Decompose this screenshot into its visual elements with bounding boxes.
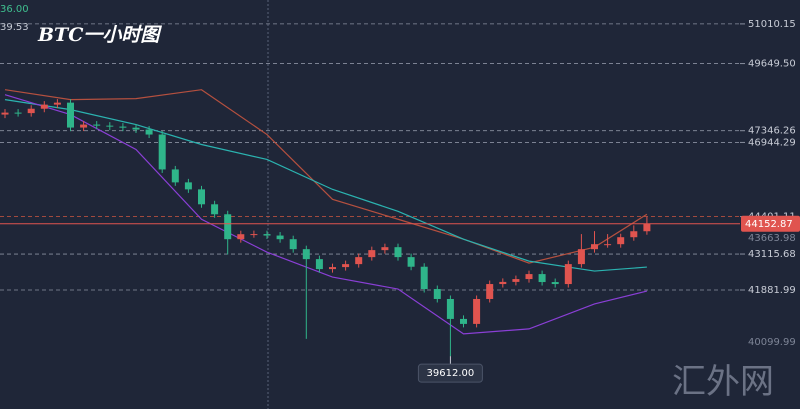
candle-body [368,250,376,258]
candle-body [486,284,494,299]
candle-body [617,237,625,245]
candle-body [512,279,520,282]
candle-body [538,274,546,283]
y-tick-label: 47346.26 [748,126,796,137]
candle-body [381,247,389,251]
candle-body [289,239,297,250]
candle-body [40,104,48,109]
candle-body [499,281,507,285]
candle-body [93,124,101,126]
candle-body [433,289,441,299]
candle-body [342,264,350,268]
candle-body [27,108,35,114]
y-tick-label: 41881.99 [748,285,796,296]
last-price-label: 44152.87 [745,219,793,230]
candle-body [630,231,638,238]
corner-label: 39.53 [0,22,29,33]
watermark: 汇外网 [672,362,774,402]
candle-body [446,298,454,319]
axis-label: 40099.99 [748,337,796,348]
candle-body [407,257,415,267]
candle-body [591,244,598,250]
candle-body [119,126,127,128]
candle-body [106,125,114,127]
candle-body [145,129,153,135]
chart-title: BTC一小时图 [37,24,162,46]
candle-body [276,235,284,240]
candle-body [355,257,363,265]
candle-body [250,234,258,236]
y-tick-label: 49649.50 [748,59,796,70]
y-tick-label: 43115.68 [748,249,796,260]
indicator-line [4,99,647,272]
candle-body [14,112,22,114]
candle-body [53,102,61,105]
candle-body [460,318,467,324]
candle-body [1,112,9,115]
y-tick-label: 51010.15 [748,19,796,30]
candle-body [302,249,310,260]
low-marker-box [417,363,483,383]
candle-body [132,127,140,130]
candle-body [473,298,481,324]
candle-body [184,182,192,190]
candle-body [329,267,336,270]
candle-body [604,244,612,246]
candle-body [643,223,651,232]
candle-body [198,189,205,205]
candle-body [315,259,323,270]
axis-label: 43663.98 [748,233,796,244]
candle-body [237,234,245,240]
corner-label: 36.00 [0,4,29,15]
candle-body [551,282,559,285]
candle-body [577,249,585,265]
last-price-box [741,215,800,232]
candle-body [80,124,88,128]
candle-body [211,204,219,215]
indicator-line [4,89,648,264]
candle-body [263,234,271,236]
candle-body [564,264,572,285]
candle-body [158,134,166,170]
candle-body [525,274,533,280]
low-marker-label: 39612.00 [427,368,475,379]
candle-body [394,247,402,258]
indicator-line [4,94,648,335]
candle-body [224,214,232,240]
candle-body [171,169,179,183]
candle-body [420,266,428,290]
y-tick-label: 46944.29 [748,137,796,148]
candle-body [67,102,74,128]
